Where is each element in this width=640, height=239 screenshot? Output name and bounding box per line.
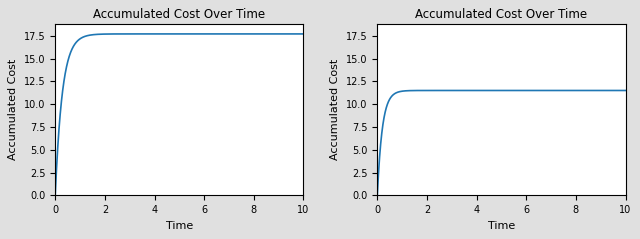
Title: Accumulated Cost Over Time: Accumulated Cost Over Time — [415, 8, 588, 21]
X-axis label: Time: Time — [166, 221, 193, 231]
Y-axis label: Accumulated Cost: Accumulated Cost — [330, 59, 340, 160]
X-axis label: Time: Time — [488, 221, 515, 231]
Title: Accumulated Cost Over Time: Accumulated Cost Over Time — [93, 8, 266, 21]
Y-axis label: Accumulated Cost: Accumulated Cost — [8, 59, 19, 160]
